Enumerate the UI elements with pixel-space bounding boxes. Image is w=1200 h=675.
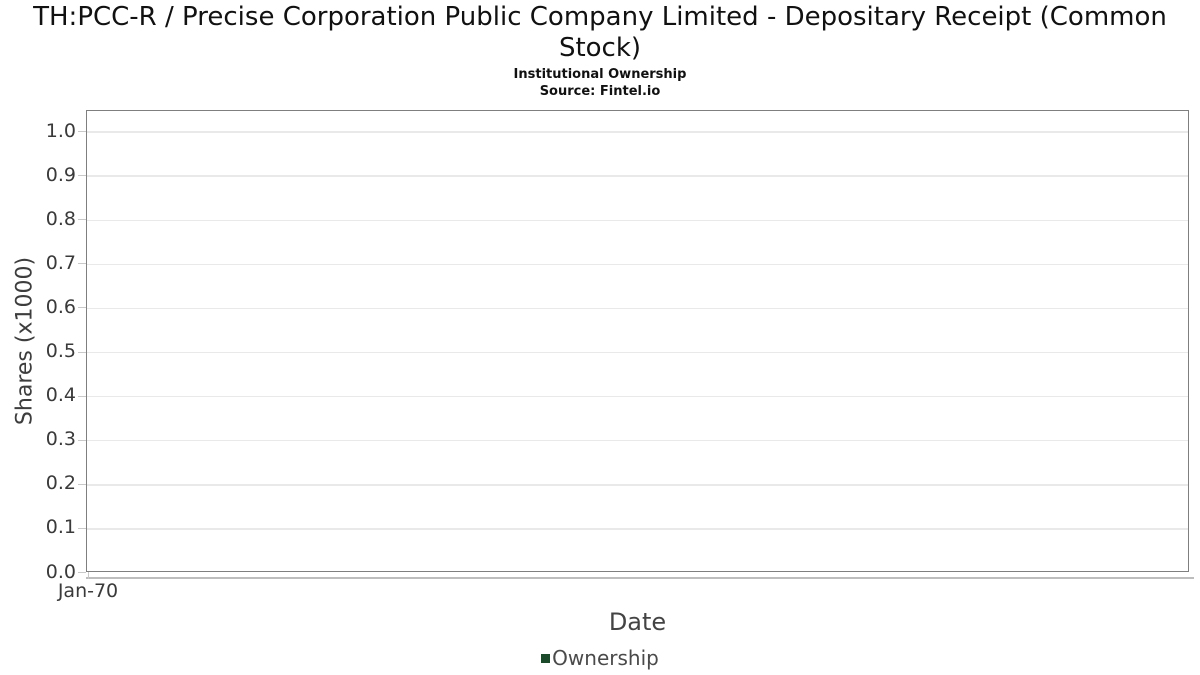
y-tick-mark — [78, 131, 86, 133]
legend-item-ownership[interactable]: Ownership — [541, 646, 659, 670]
y-tick-mark — [78, 307, 86, 309]
y-tick-label: 1.0 — [45, 119, 76, 142]
y-tick-label: 0.3 — [45, 428, 76, 451]
gridline — [87, 131, 1188, 133]
legend-label: Ownership — [552, 646, 659, 670]
x-tick-mark — [88, 572, 89, 579]
gridline — [87, 528, 1188, 530]
chart-subtitle: Institutional Ownership — [513, 67, 687, 82]
chart-title: TH:PCC-R / Precise Corporation Public Co… — [33, 2, 1167, 63]
legend-marker-square-icon — [541, 653, 551, 663]
y-tick-mark — [78, 439, 86, 441]
gridline — [87, 307, 1188, 310]
y-tick-label: 0.1 — [45, 516, 76, 539]
y-tick-mark — [78, 351, 86, 353]
gridline — [87, 484, 1188, 486]
x-axis-line — [86, 577, 1194, 579]
plot-area — [86, 110, 1189, 572]
gridline — [87, 395, 1188, 398]
y-tick-mark — [78, 572, 86, 573]
y-tick-label: 0.0 — [45, 560, 76, 583]
gridline — [87, 263, 1188, 266]
chart-legend: Ownership — [0, 646, 1200, 670]
y-tick-mark — [78, 219, 86, 221]
y-tick-label: 0.6 — [45, 295, 76, 318]
chart-source-credit: Source: Fintel.io — [539, 84, 661, 99]
y-tick-mark — [78, 175, 86, 177]
y-tick-mark — [78, 263, 86, 265]
gridline — [87, 175, 1188, 177]
gridline — [87, 219, 1188, 222]
y-tick-label: 0.2 — [45, 472, 76, 495]
x-axis-title: Date — [608, 608, 667, 636]
y-tick-mark — [78, 395, 86, 397]
gridline — [87, 351, 1188, 354]
y-tick-label: 0.5 — [45, 340, 76, 363]
x-tick-label: Jan-70 — [57, 580, 119, 602]
y-tick-mark — [78, 527, 86, 529]
y-tick-label: 0.8 — [45, 207, 76, 230]
y-tick-mark — [78, 483, 86, 485]
y-tick-label: 0.4 — [45, 384, 76, 407]
y-tick-label: 0.9 — [45, 163, 76, 186]
y-tick-label: 0.7 — [45, 251, 76, 274]
gridline — [87, 439, 1188, 442]
